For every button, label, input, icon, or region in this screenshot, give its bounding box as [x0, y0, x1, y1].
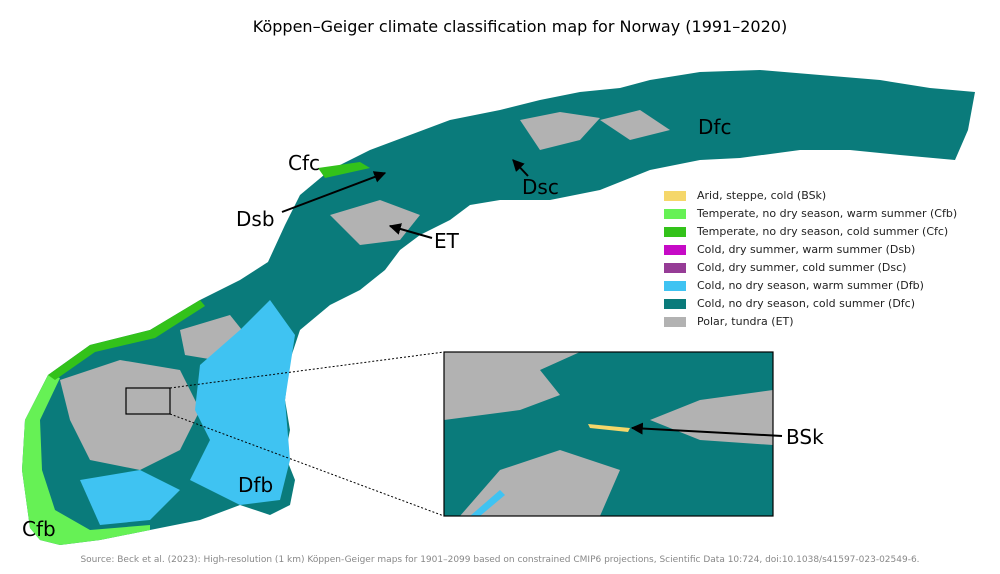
annotation: Cfb [22, 517, 56, 541]
legend-label: Cold, dry summer, cold summer (Dsc) [697, 261, 906, 274]
legend-swatch [664, 227, 686, 237]
legend-label: Cold, no dry season, cold summer (Dfc) [697, 297, 915, 310]
annotation: Dsb [236, 207, 275, 231]
annotation: Dsc [522, 175, 559, 199]
inset-frame [443, 351, 774, 517]
annotation: Cfc [288, 151, 320, 175]
inset-dfc [444, 352, 773, 516]
annotation: Dfb [238, 473, 273, 497]
legend-label: Polar, tundra (ET) [697, 315, 794, 328]
legend-swatch [664, 281, 686, 291]
legend-label: Cold, no dry season, warm summer (Dfb) [697, 279, 924, 292]
legend-label: Arid, steppe, cold (BSk) [697, 189, 826, 202]
arrow [512, 159, 529, 177]
zone-cfb [22, 375, 150, 545]
zone-cfc [48, 300, 205, 380]
inset-dfb [470, 490, 505, 516]
legend-swatch [664, 245, 686, 255]
zone-dfb [190, 300, 295, 505]
legend-swatch [664, 299, 686, 309]
inset-locator [125, 387, 171, 415]
zone-et [520, 112, 600, 150]
title: Köppen–Geiger climate classification map… [253, 17, 787, 36]
inset-bsk [588, 424, 630, 432]
arrow [281, 171, 387, 213]
legend-swatch [664, 209, 686, 219]
source-note: Source: Beck et al. (2023): High-resolut… [80, 555, 919, 565]
legend-swatch [664, 191, 686, 201]
legend-swatch [664, 317, 686, 327]
zone-cfc [318, 162, 370, 178]
zone-dfb [80, 470, 180, 525]
annotation: Dfc [698, 115, 731, 139]
legend: Arid, steppe, cold (BSk) Temperate, no dr… [664, 189, 957, 328]
annotation: ET [434, 229, 460, 253]
annotation: BSk [786, 425, 824, 449]
arrow [630, 422, 783, 437]
legend-label: Cold, dry summer, warm summer (Dsb) [697, 243, 915, 256]
inset-connector [169, 413, 445, 517]
arrow [388, 223, 433, 239]
legend-label: Temperate, no dry season, warm summer (C… [696, 207, 957, 220]
legend-label: Temperate, no dry season, cold summer (C… [696, 225, 948, 238]
legend-swatch [664, 263, 686, 273]
zone-et [600, 110, 670, 140]
